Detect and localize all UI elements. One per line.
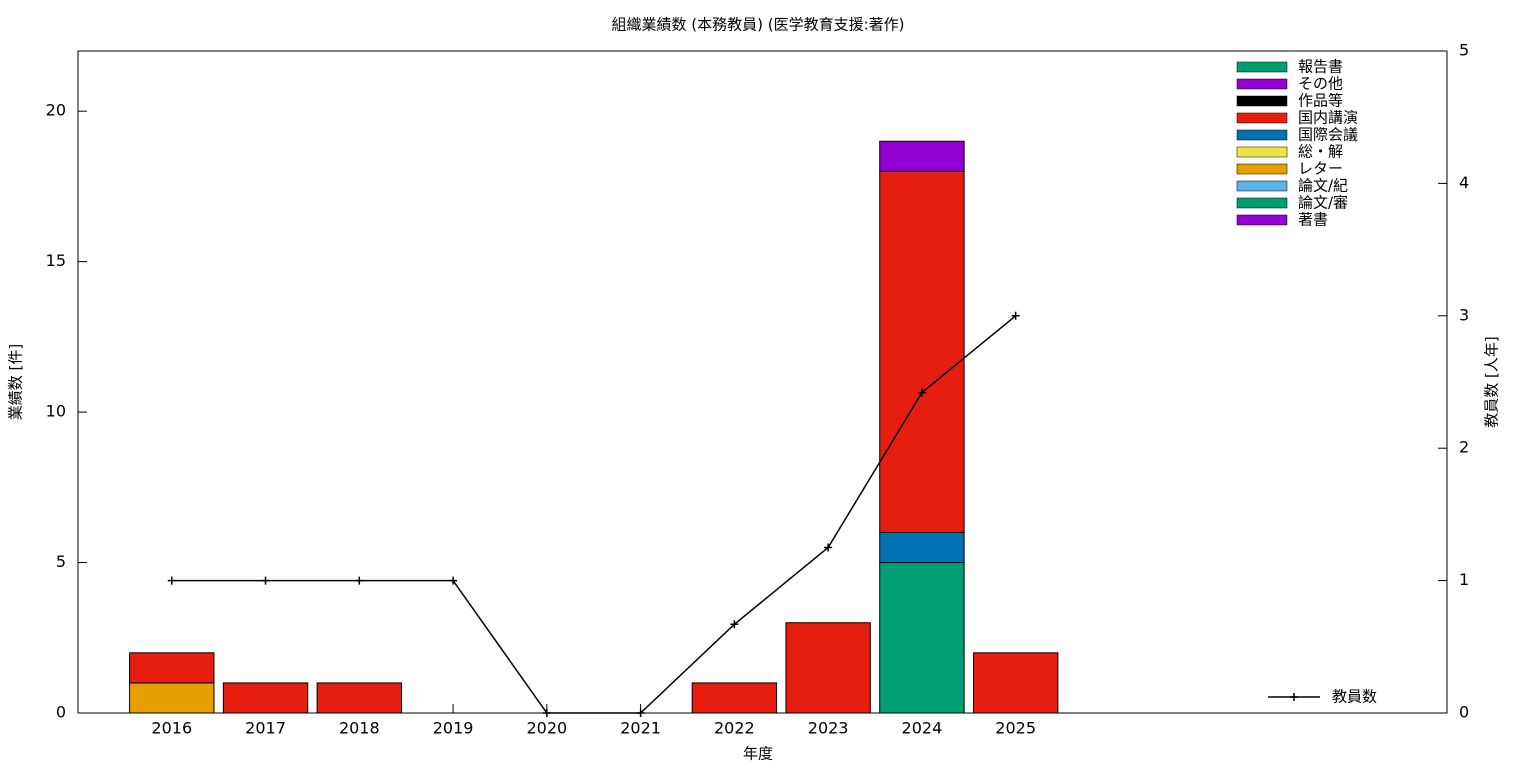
y2-tick-label: 2 bbox=[1459, 438, 1469, 457]
legend-label: 作品等 bbox=[1298, 92, 1343, 110]
y2-tick-label: 4 bbox=[1459, 173, 1469, 192]
point-marker bbox=[449, 576, 458, 585]
y2-axis-label: 教員数 [人年] bbox=[1483, 336, 1501, 427]
bar-segment bbox=[879, 170, 965, 533]
legend-swatch bbox=[1236, 163, 1288, 175]
y-tick-label: 10 bbox=[46, 402, 66, 421]
x-tick-label: 2025 bbox=[995, 719, 1036, 738]
point-marker bbox=[261, 576, 270, 585]
legend-label: 著書 bbox=[1298, 211, 1328, 229]
legend-swatch bbox=[1236, 197, 1288, 209]
legend-swatch bbox=[1236, 214, 1288, 226]
y2-tick-label: 5 bbox=[1459, 41, 1469, 60]
x-tick-label: 2017 bbox=[245, 719, 286, 738]
bar-segment bbox=[316, 682, 402, 714]
x-tick-label: 2019 bbox=[433, 719, 474, 738]
bar-segment bbox=[129, 652, 215, 684]
legend-marker bbox=[1290, 693, 1298, 701]
x-axis-label: 年度 bbox=[743, 745, 773, 763]
point-marker bbox=[636, 709, 645, 717]
bar-segment bbox=[972, 652, 1059, 714]
y2-tick-label: 3 bbox=[1459, 305, 1469, 324]
point-marker bbox=[824, 543, 833, 552]
y-tick-label: 0 bbox=[56, 703, 66, 722]
legend-label: 報告書 bbox=[1298, 58, 1343, 76]
legend-swatch bbox=[1236, 129, 1288, 141]
legend-swatch bbox=[1236, 78, 1288, 90]
point-marker bbox=[1011, 311, 1020, 320]
point-marker bbox=[355, 576, 364, 585]
y-axis-label: 業績数 [件] bbox=[7, 344, 25, 420]
point-marker bbox=[542, 709, 551, 717]
y-tick-label: 5 bbox=[56, 552, 66, 571]
x-tick-label: 2018 bbox=[339, 719, 380, 738]
x-tick-label: 2021 bbox=[620, 719, 661, 738]
bar-segment bbox=[129, 682, 215, 714]
x-tick-label: 2023 bbox=[808, 719, 849, 738]
line bbox=[171, 315, 1017, 714]
legend-swatch bbox=[1236, 61, 1288, 73]
x-tick-label: 2016 bbox=[151, 719, 192, 738]
point-marker bbox=[167, 576, 176, 585]
legend-label: 国際会議 bbox=[1298, 126, 1358, 144]
bar-segment bbox=[785, 622, 871, 714]
legend-label: 総・解 bbox=[1298, 143, 1343, 161]
bar-segment bbox=[222, 682, 309, 714]
legend-label: 論文/審 bbox=[1298, 194, 1348, 212]
legend-swatch bbox=[1236, 146, 1288, 158]
point-marker bbox=[917, 388, 926, 397]
y-tick-label: 15 bbox=[46, 251, 66, 270]
point-marker bbox=[730, 620, 739, 629]
bar-segment bbox=[879, 140, 965, 172]
legend-swatch bbox=[1236, 180, 1288, 192]
y2-tick-label: 1 bbox=[1459, 570, 1469, 589]
x-tick-label: 2024 bbox=[902, 719, 943, 738]
bar-segment bbox=[691, 682, 778, 714]
x-tick-label: 2022 bbox=[714, 719, 755, 738]
legend-label: 教員数 bbox=[1332, 688, 1377, 706]
legend-label: レター bbox=[1298, 160, 1343, 178]
legend-swatch bbox=[1236, 95, 1288, 107]
bar-segment bbox=[879, 531, 965, 564]
legend-label: 国内講演 bbox=[1298, 109, 1358, 127]
legend-label: その他 bbox=[1298, 75, 1343, 93]
chart-title: 組織業績数 (本務教員) (医学教育支援:著作) bbox=[612, 16, 905, 34]
legend-label: 論文/紀 bbox=[1298, 177, 1348, 195]
bar-segment bbox=[879, 562, 965, 714]
legend-swatch bbox=[1236, 112, 1288, 124]
y-tick-label: 20 bbox=[46, 101, 66, 120]
x-tick-label: 2020 bbox=[526, 719, 567, 738]
y2-tick-label: 0 bbox=[1459, 703, 1469, 722]
